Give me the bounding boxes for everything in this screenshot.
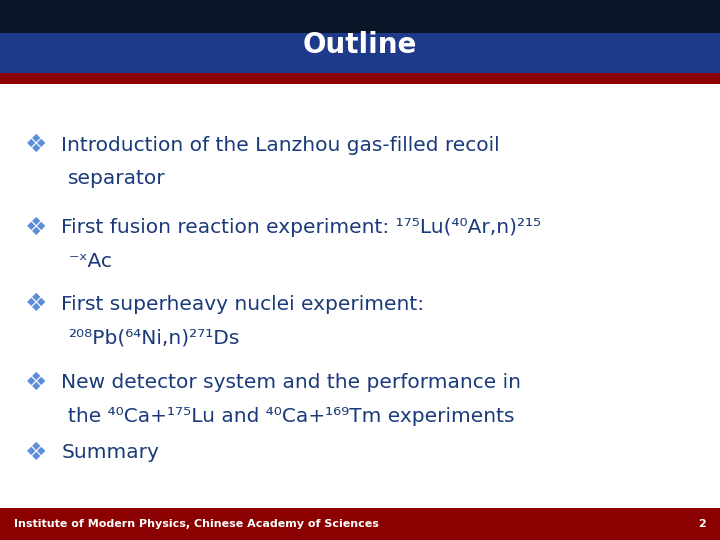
Text: First superheavy nuclei experiment:: First superheavy nuclei experiment: bbox=[61, 295, 424, 314]
Text: ❖: ❖ bbox=[25, 292, 48, 316]
Text: the ⁴⁰Ca+¹⁷⁵Lu and ⁴⁰Ca+¹⁶⁹Tm experiments: the ⁴⁰Ca+¹⁷⁵Lu and ⁴⁰Ca+¹⁶⁹Tm experiment… bbox=[68, 407, 515, 426]
Text: ❖: ❖ bbox=[25, 216, 48, 240]
Text: Introduction of the Lanzhou gas-filled recoil: Introduction of the Lanzhou gas-filled r… bbox=[61, 136, 500, 154]
FancyBboxPatch shape bbox=[0, 0, 720, 73]
Text: ²⁰⁸Pb(⁶⁴Ni,n)²⁷¹Ds: ²⁰⁸Pb(⁶⁴Ni,n)²⁷¹Ds bbox=[68, 328, 240, 347]
Text: separator: separator bbox=[68, 169, 166, 188]
FancyBboxPatch shape bbox=[0, 0, 720, 33]
Text: ❖: ❖ bbox=[25, 370, 48, 395]
Text: First fusion reaction experiment: ¹⁷⁵Lu(⁴⁰Ar,n)²¹⁵: First fusion reaction experiment: ¹⁷⁵Lu(… bbox=[61, 218, 541, 237]
FancyBboxPatch shape bbox=[0, 73, 720, 84]
FancyBboxPatch shape bbox=[0, 508, 720, 540]
Text: ❖: ❖ bbox=[25, 441, 48, 464]
Text: Summary: Summary bbox=[61, 443, 159, 462]
Text: ❖: ❖ bbox=[25, 133, 48, 157]
Text: Outline: Outline bbox=[303, 31, 417, 59]
Text: New detector system and the performance in: New detector system and the performance … bbox=[61, 373, 521, 392]
Text: ⁻ˣAc: ⁻ˣAc bbox=[68, 252, 112, 271]
Text: 2: 2 bbox=[698, 519, 706, 529]
Text: Institute of Modern Physics, Chinese Academy of Sciences: Institute of Modern Physics, Chinese Aca… bbox=[14, 519, 379, 529]
